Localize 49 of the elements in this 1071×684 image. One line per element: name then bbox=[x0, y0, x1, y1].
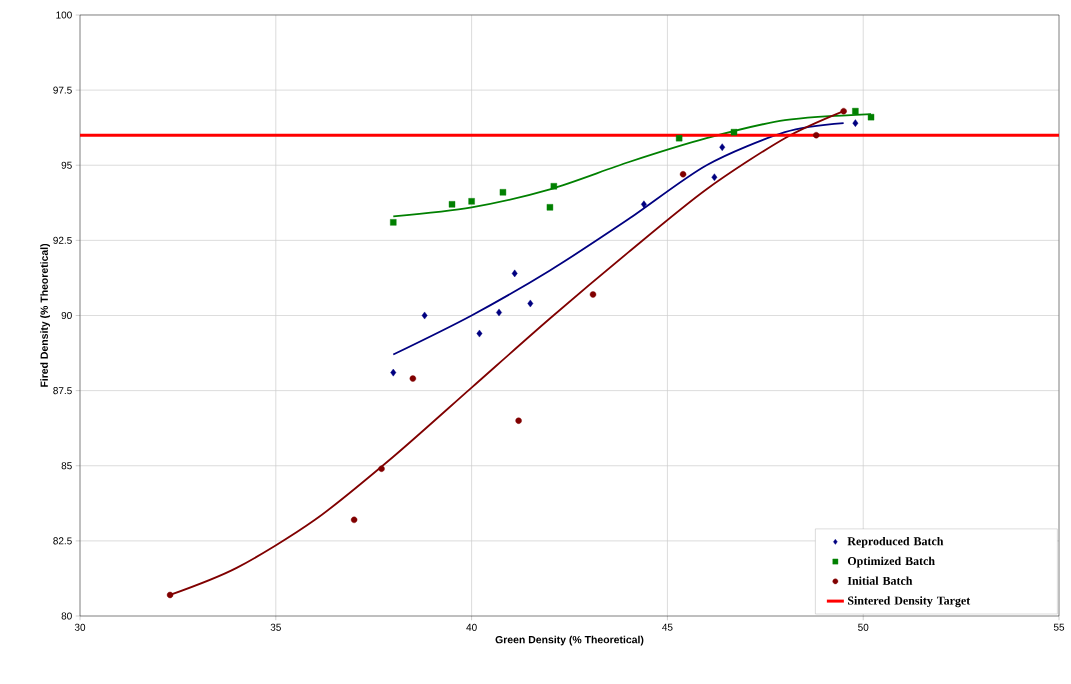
point bbox=[679, 171, 687, 178]
legend-label: Initial Batch bbox=[847, 576, 913, 585]
y-tick-label: 82.5 bbox=[53, 537, 72, 545]
point bbox=[166, 591, 174, 599]
point bbox=[350, 516, 358, 524]
y-tick-label: 87.5 bbox=[53, 387, 72, 395]
legend-label: Optimized Batch bbox=[847, 556, 935, 568]
point bbox=[711, 173, 718, 182]
x-tick-label: 30 bbox=[74, 623, 86, 631]
point bbox=[675, 135, 683, 142]
point bbox=[546, 204, 554, 211]
y-tick-label: 85 bbox=[61, 462, 72, 470]
point bbox=[852, 119, 859, 127]
y-tick-label: 100 bbox=[56, 11, 72, 19]
x-tick-label: 45 bbox=[662, 623, 673, 631]
point bbox=[476, 329, 483, 338]
y-tick-label: 90 bbox=[61, 311, 72, 320]
point bbox=[589, 291, 597, 298]
point bbox=[448, 201, 456, 208]
point bbox=[840, 107, 847, 115]
point bbox=[409, 375, 417, 382]
y-tick-label: 95 bbox=[61, 161, 72, 169]
legend-label: Sintered Density Target bbox=[847, 596, 971, 608]
line-series bbox=[392, 122, 845, 356]
x-tick-label: 40 bbox=[466, 623, 477, 631]
point bbox=[468, 198, 475, 205]
point bbox=[527, 299, 534, 308]
point bbox=[499, 189, 507, 196]
point bbox=[421, 311, 428, 320]
y-tick-label: 97.5 bbox=[53, 86, 72, 94]
point bbox=[719, 143, 726, 151]
point bbox=[390, 368, 397, 377]
point bbox=[515, 417, 522, 424]
legend-label: Reproduced Batch bbox=[847, 536, 944, 548]
point bbox=[813, 132, 820, 139]
point bbox=[390, 219, 397, 226]
y-tick-label: 92.5 bbox=[53, 236, 72, 244]
y-axis-title: Fired Density (% Theoretical) bbox=[40, 243, 50, 387]
point bbox=[730, 129, 738, 136]
point bbox=[511, 269, 518, 278]
x-tick-label: 35 bbox=[270, 623, 281, 631]
y-tick-label: 80 bbox=[61, 612, 72, 620]
x-tick-label: 55 bbox=[1053, 623, 1065, 631]
x-axis-title: Green Density (% Theoretical) bbox=[495, 635, 644, 646]
point bbox=[378, 465, 385, 472]
point bbox=[550, 183, 558, 190]
x-tick-label: 50 bbox=[858, 623, 869, 631]
point bbox=[867, 113, 875, 121]
point bbox=[852, 107, 859, 115]
